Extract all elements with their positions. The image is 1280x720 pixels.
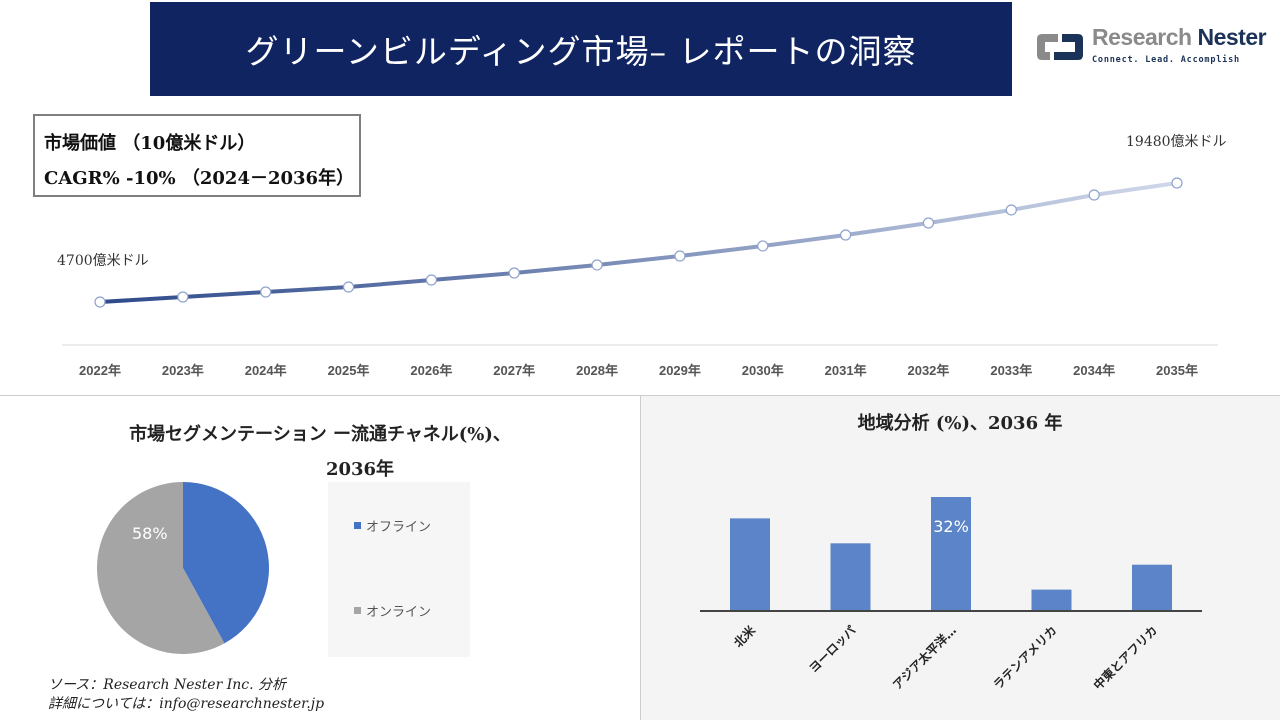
pie-slice (97, 482, 225, 654)
x-tick-label: 2028年 (576, 363, 619, 378)
legend-swatch (354, 607, 361, 614)
start-value-label: 4700億米ドル (57, 253, 149, 269)
line-series (99, 181, 1178, 304)
x-tick-label: ヨーロッパ (806, 623, 858, 675)
pie-legend: オフライン オンライン (328, 482, 470, 657)
legend-item-offline: オフライン (354, 516, 431, 535)
bar-chart: 北米 ヨーロッパ 32% アジア太平洋… ラテンアメリカ 中東とアフリカ (700, 497, 1202, 693)
x-tick-label: 2030年 (741, 363, 784, 378)
pie-slice (183, 482, 270, 644)
line-point (1088, 189, 1100, 201)
pie-title-year: 2036年 (325, 459, 395, 480)
logo-tagline: Connect. Lead. Accomplish (1092, 55, 1240, 65)
cagr-label: CAGR% -10% （2024－2036年） (44, 168, 355, 189)
pie-chart (97, 482, 270, 654)
x-tick-label: 2031年 (824, 363, 867, 378)
legend-label: オンライン (366, 605, 432, 620)
x-tick-label: アジア太平洋… (889, 623, 959, 693)
x-tick-label: 2029年 (658, 363, 701, 378)
bar (1132, 564, 1172, 611)
page-title-banner: グリーンビルディング市場– レポートの洞察 (150, 2, 1012, 96)
line-point (260, 286, 272, 298)
page-title: グリーンビルディング市場– レポートの洞察 (245, 32, 917, 71)
source-text: ソース：Research Nester Inc. 分析 (48, 677, 287, 693)
line-point (757, 240, 769, 252)
bar (1031, 589, 1072, 611)
bar (931, 497, 971, 611)
x-tick-label: 2026年 (410, 363, 453, 378)
x-tick-label: 2034年 (1073, 363, 1116, 378)
source-note: ソース：Research Nester Inc. 分析 詳細については：info… (48, 676, 324, 714)
legend-item-online: オンライン (354, 601, 431, 620)
line-point (425, 274, 437, 286)
x-tick-label: 2027年 (493, 363, 536, 378)
x-tick-label: 2033年 (990, 363, 1033, 378)
bar (730, 518, 770, 611)
x-tick-label: 2025年 (327, 363, 370, 378)
bar-data-label: 32% (933, 517, 969, 536)
legend-swatch (354, 522, 361, 529)
x-tick-label: 2032年 (907, 363, 950, 378)
bar-title: 地域分析 (%)、2036 年 (857, 413, 1063, 434)
line-point (840, 229, 852, 241)
logo-icon (1037, 34, 1083, 60)
pie-data-label: 58% (132, 524, 168, 543)
bar (830, 543, 871, 611)
pie-title: 市場セグメンテーション ー流通チャネル(%)、 (129, 424, 511, 445)
line-point (922, 217, 935, 229)
line-point (342, 281, 355, 293)
market-value-label: 市場価値 （10億米ドル） (44, 133, 256, 154)
line-chart (62, 177, 1218, 346)
line-point (508, 267, 520, 279)
line-point (177, 291, 189, 303)
market-info-box: 市場価値 （10億米ドル） CAGR% -10% （2024－2036年） (33, 114, 361, 197)
logo-name-2: Nester (1197, 24, 1267, 50)
x-tick-label: 北米 (731, 622, 759, 650)
line-point (591, 259, 603, 271)
x-tick-label: 中東とアフリカ (1090, 623, 1160, 693)
line-point (94, 296, 106, 308)
x-tick-label: 2024年 (244, 363, 287, 378)
contact-text: 詳細については：info@researchnester.jp (48, 696, 325, 712)
x-tick-label: 2023年 (161, 363, 204, 378)
logo: Research Nester Connect. Lead. Accomplis… (1034, 24, 1267, 70)
x-tick-label: ラテンアメリカ (991, 623, 1060, 692)
legend-label: オフライン (366, 520, 432, 535)
end-value-label: 19480億米ドル (1126, 134, 1227, 150)
line-point (1005, 204, 1017, 216)
logo-name-1: Research (1092, 24, 1192, 50)
x-tick-label: 2035年 (1156, 363, 1198, 378)
line-point (674, 250, 686, 262)
line-point (1171, 177, 1183, 189)
x-tick-label: 2022年 (79, 363, 121, 378)
